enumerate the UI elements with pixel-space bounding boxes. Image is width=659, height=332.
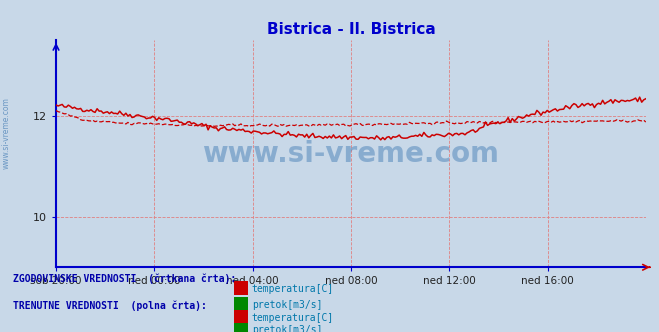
Text: temperatura[C]: temperatura[C] [252, 284, 334, 294]
Text: pretok[m3/s]: pretok[m3/s] [252, 325, 322, 332]
Text: www.si-vreme.com: www.si-vreme.com [202, 139, 500, 168]
Text: www.si-vreme.com: www.si-vreme.com [2, 97, 11, 169]
Title: Bistrica - Il. Bistrica: Bistrica - Il. Bistrica [266, 22, 436, 37]
Text: ZGODOVINSKE VREDNOSTI  (črtkana črta):: ZGODOVINSKE VREDNOSTI (črtkana črta): [13, 274, 237, 285]
Text: TRENUTNE VREDNOSTI  (polna črta):: TRENUTNE VREDNOSTI (polna črta): [13, 300, 207, 311]
Text: pretok[m3/s]: pretok[m3/s] [252, 300, 322, 310]
Text: temperatura[C]: temperatura[C] [252, 313, 334, 323]
